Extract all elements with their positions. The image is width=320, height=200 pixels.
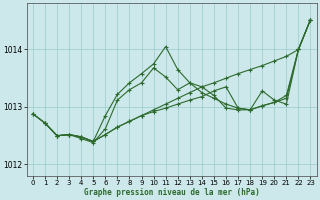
X-axis label: Graphe pression niveau de la mer (hPa): Graphe pression niveau de la mer (hPa)	[84, 188, 260, 197]
